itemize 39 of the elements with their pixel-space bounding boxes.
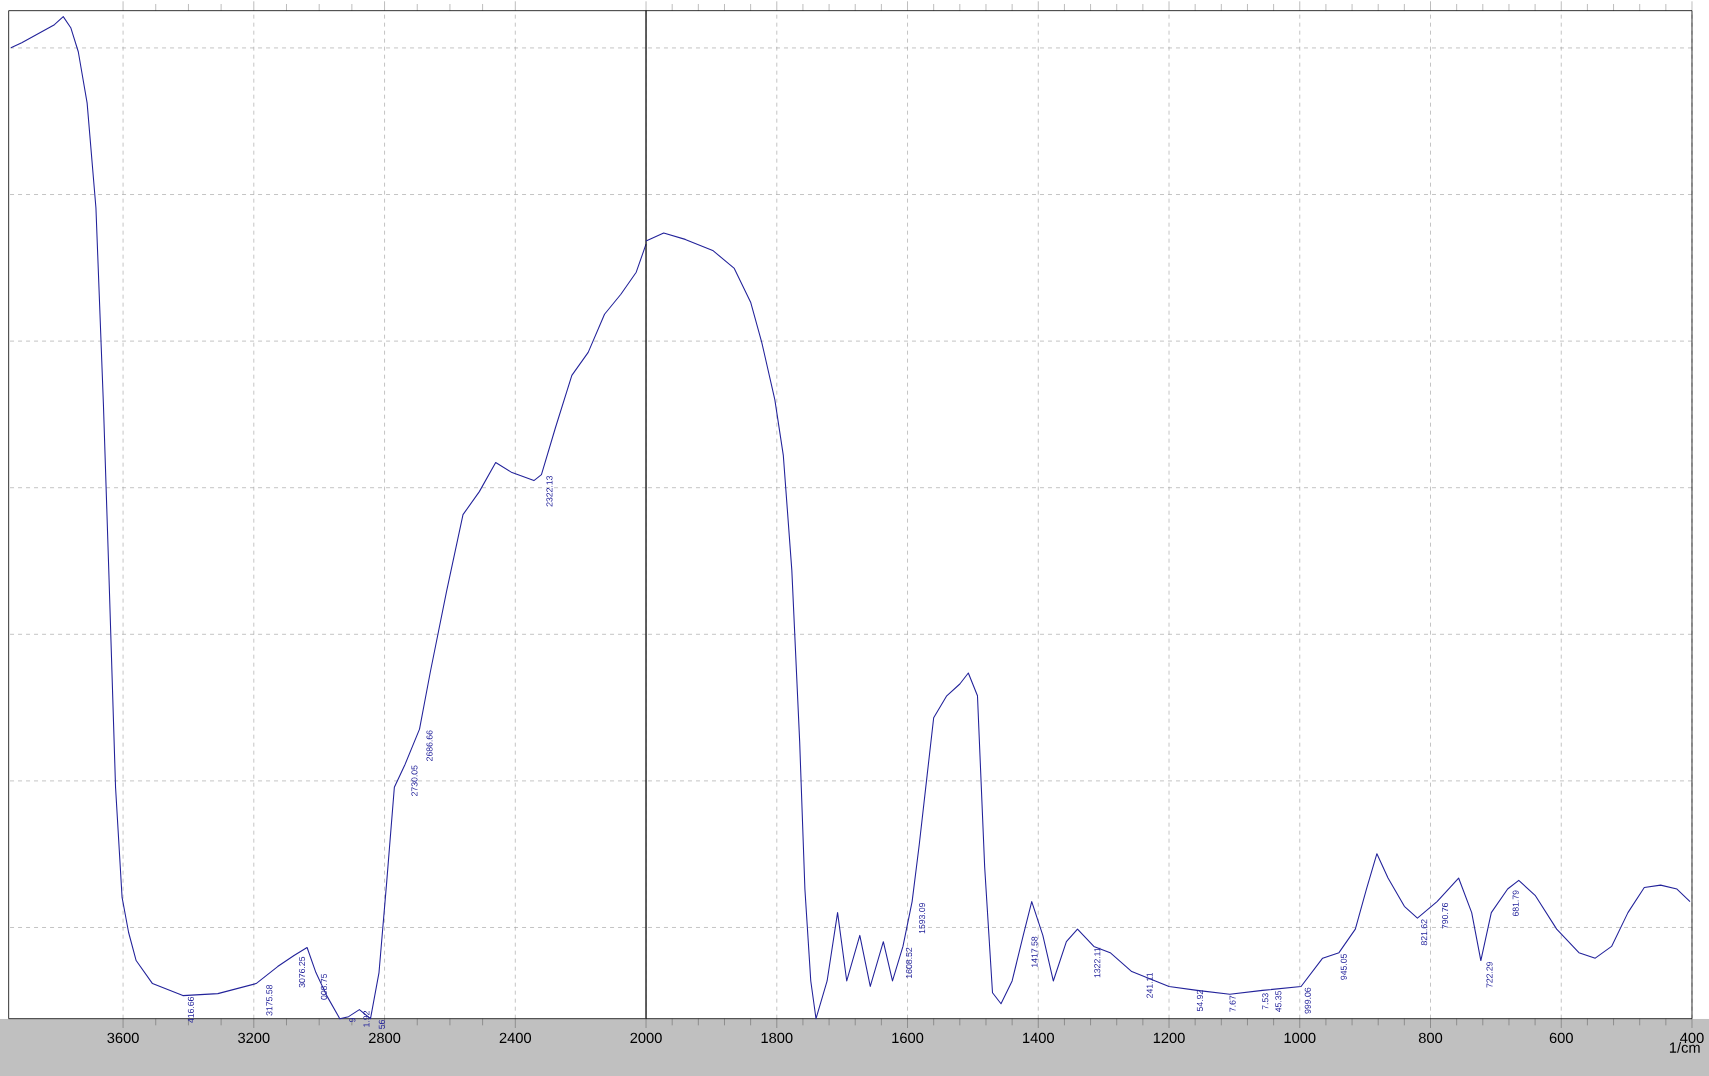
annotation: 54.92 (1196, 990, 1203, 1012)
annotation: 999.06 (1304, 987, 1311, 1014)
x-tick-label: 800 (1418, 1032, 1443, 1044)
annotation: 241.11 (1146, 972, 1153, 998)
x-tick-label: 1800 (761, 1032, 793, 1044)
annotation: 3076.25 (298, 956, 306, 988)
annotation: 1608.52 (905, 947, 913, 978)
annotation: 7.67 (1229, 995, 1236, 1012)
annotation: 722.29 (1486, 961, 1493, 988)
annotation: 416.66 (187, 996, 194, 1023)
annotation: 1.92 (363, 1011, 370, 1027)
x-tick-label: 1200 (1153, 1032, 1185, 1044)
x-tick-label: 1000 (1284, 1032, 1316, 1044)
annotation: 7.53 (1262, 993, 1269, 1010)
x-tick-label: 3200 (238, 1032, 270, 1044)
x-tick-label: 3600 (107, 1032, 139, 1044)
annotation: 45.35 (1275, 990, 1282, 1013)
x-tick-label: 2400 (499, 1032, 532, 1044)
annotation: 3175.58 (266, 984, 273, 1016)
annotation: 790.76 (1441, 902, 1449, 929)
annotation: 2322.13 (546, 475, 553, 507)
annotation: 1593.09 (919, 902, 926, 934)
annotation: 2730.05 (411, 765, 418, 796)
annotation: 1322.11 (1094, 947, 1101, 978)
x-axis-title: 1/cm (1669, 1042, 1700, 1053)
x-tick-label: 600 (1549, 1032, 1573, 1044)
annotation: 008.75 (320, 973, 327, 1000)
annotation: 821.62 (1421, 919, 1428, 946)
annotation: 56 (378, 1019, 385, 1029)
annotation: 9 (349, 1018, 356, 1023)
annotation: 681.79 (1512, 890, 1519, 917)
x-tick-label: 2000 (630, 1032, 662, 1044)
annotation: 945.05 (1340, 953, 1347, 980)
annotation: 1417.58 (1031, 936, 1038, 967)
annotation: 2686.66 (426, 730, 433, 761)
x-tick-label: 1400 (1023, 1032, 1054, 1044)
x-tick-label: 1600 (892, 1032, 924, 1044)
x-tick-label: 2800 (368, 1032, 401, 1044)
x-tick-label: 400 (1680, 1032, 1704, 1044)
